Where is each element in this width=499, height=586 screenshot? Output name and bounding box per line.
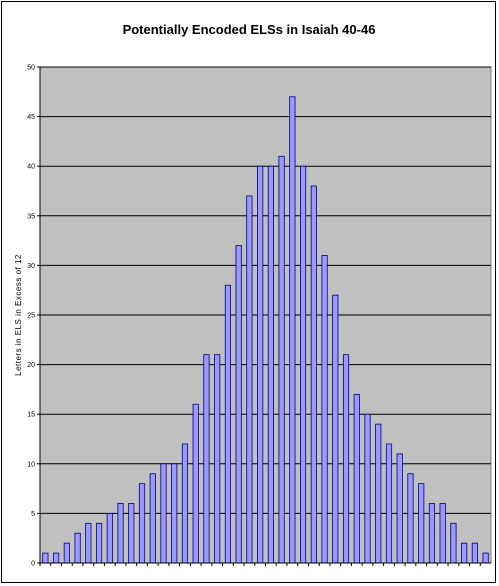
bar [42,552,49,564]
y-axis-ticks: 0 5 10 15 20 25 30 35 40 45 50 [27,65,40,568]
bar [278,155,285,564]
bar [181,443,189,564]
bar [106,513,113,564]
bar [95,522,103,564]
bar [149,473,156,564]
bar [171,463,178,564]
bar [74,532,81,564]
y-tick-label: 45 [27,114,35,121]
bar [299,165,307,564]
y-tick-label: 50 [27,65,35,72]
gridlines [40,66,491,514]
bar [450,522,457,564]
y-tick-label: 15 [27,412,35,419]
bar [160,463,167,564]
bar [117,503,124,564]
bar [192,403,199,564]
bar [364,413,371,564]
bar [63,542,70,564]
chart-title: Potentially Encoded ELSs in Isaiah 40-46 [123,22,376,37]
bar [138,483,146,564]
bar [267,165,274,564]
bar [128,503,135,564]
bar [461,542,468,564]
bar [203,354,210,564]
bar [471,542,478,564]
bar [396,453,403,564]
y-tick-label: 30 [27,263,35,270]
y-tick-label: 35 [27,213,35,220]
bar [439,503,446,564]
bar [257,165,264,564]
y-tick-label: 20 [27,362,35,369]
bar [385,443,393,564]
y-tick-label: 25 [27,313,35,320]
y-tick-label: 10 [27,461,35,468]
bar [246,195,253,564]
bar [418,483,425,564]
bar [224,284,231,564]
y-tick-label: 5 [31,511,35,518]
bar [428,503,436,564]
bar [321,255,328,564]
bar [353,393,360,564]
bar [85,522,92,564]
bar [482,552,489,564]
bar [375,423,382,564]
bar [342,354,350,564]
bar [407,473,414,564]
y-tick-label: 40 [27,164,35,171]
bar [53,552,60,564]
bar [214,354,221,564]
bar [332,294,339,564]
bar [289,96,296,564]
bar [235,245,242,564]
bar [310,185,317,564]
y-tick-label: 0 [31,561,35,568]
y-axis-label: Letters in ELS in Excess of 12 [14,254,23,376]
